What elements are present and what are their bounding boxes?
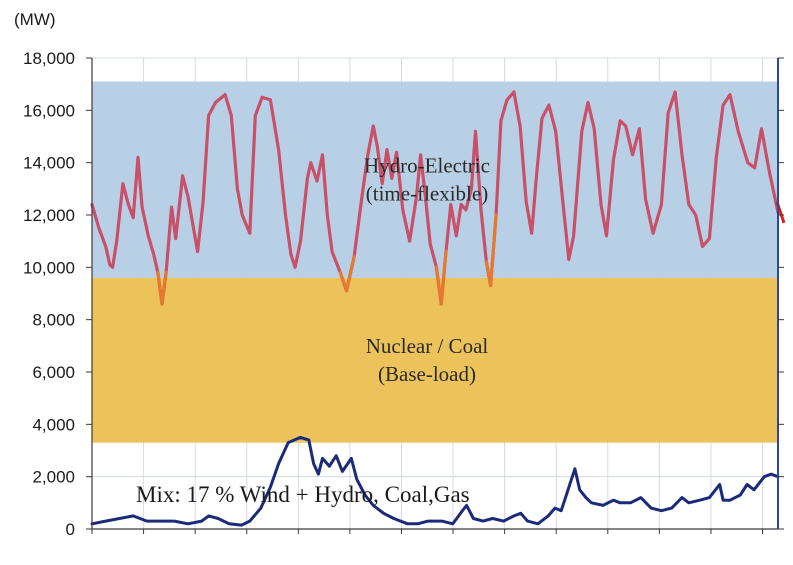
band-label-hydro: Hydro-Electric [364, 154, 490, 178]
band-hydro [92, 81, 778, 278]
y-tick-label: 10,000 [23, 258, 75, 277]
band-base [92, 277, 778, 443]
demand-dip-segment [434, 250, 448, 306]
axes [91, 57, 784, 534]
y-axis-unit-label: (MW) [14, 10, 56, 29]
y-ticks: 0 2,000 4,000 6,000 8,000 10,000 12,000 14,000 1… [23, 49, 92, 539]
wind-line [90, 435, 780, 527]
demand-line [90, 90, 780, 306]
mix-annotation: Mix: 17 % Wind + Hydro, Coal,Gas [136, 482, 470, 507]
y-tick-label: 2,000 [32, 468, 75, 487]
y-tick-label: 14,000 [23, 154, 75, 173]
series-layer [90, 90, 786, 527]
y-tick-label: 12,000 [23, 206, 75, 225]
band-label-hydro: (time-flexible) [366, 182, 488, 206]
y-tick-label: 18,000 [23, 49, 75, 68]
demand-dip-segment [156, 271, 168, 306]
demand-dip-segment [484, 213, 498, 288]
y-tick-label: 8,000 [32, 311, 75, 330]
y-tick-label: 4,000 [32, 415, 75, 434]
band-label-base: (Base-load) [378, 362, 476, 386]
y-tick-label: 6,000 [32, 363, 75, 382]
y-tick-label: 0 [66, 520, 75, 539]
band-label-base: Nuclear / Coal [366, 334, 489, 358]
demand-dip-segment [338, 255, 356, 293]
y-tick-label: 16,000 [23, 101, 75, 120]
band-labels: Hydro-Electric (time-flexible) Nuclear / C… [364, 154, 490, 387]
